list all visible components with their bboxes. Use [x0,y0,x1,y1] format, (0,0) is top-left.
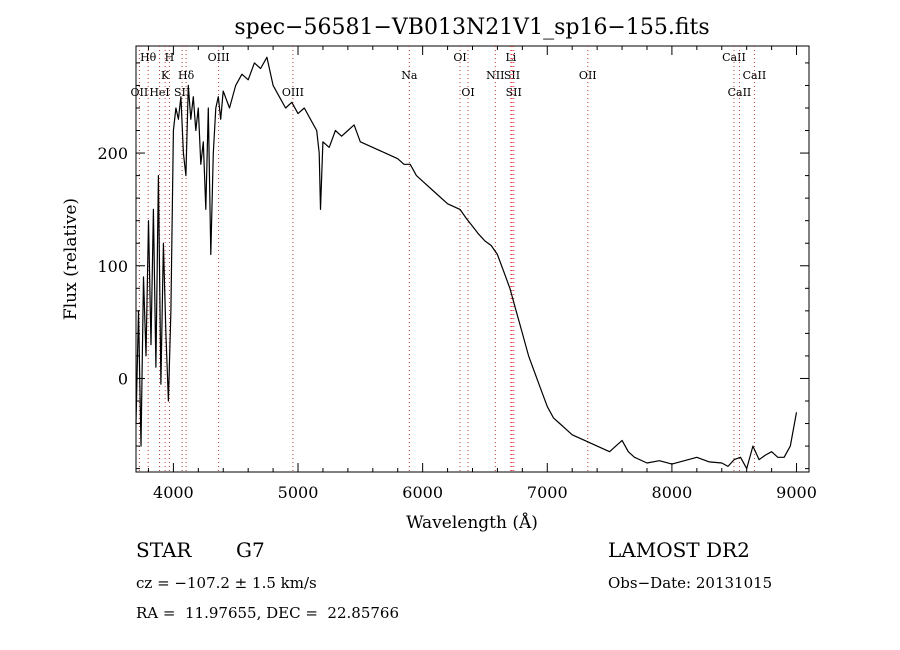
flux-series [135,56,798,470]
x-tick-label: 9000 [776,483,817,502]
line-label: CaII [722,51,746,64]
coordinates: RA = 11.97655, DEC = 22.85766 [136,604,400,622]
x-tick-label: 7000 [527,483,568,502]
x-tick-label: 5000 [278,483,319,502]
x-tick-label: 6000 [402,483,443,502]
line-label: OIII [282,86,304,99]
line-label: OII [579,69,597,82]
survey-name: LAMOST DR2 [608,538,750,562]
object-subclass: G7 [236,538,265,562]
flux-line [135,56,798,470]
line-label: OI [453,51,466,64]
line-label: K [161,69,170,82]
line-label: SII [506,86,522,99]
observation-date: Obs−Date: 20131015 [608,574,773,592]
line-label: Hδ [178,69,195,82]
line-label: HeI [149,86,169,99]
line-label: OI [461,86,474,99]
axis-ticks: 4000 5000 6000 7000 8000 9000 0 100 200 [97,46,817,502]
line-label: CaII [743,69,767,82]
line-label: H [165,51,175,64]
object-class: STAR [136,538,192,562]
line-label: Li [505,51,516,64]
chart-title: spec−56581−VB013N21V1_sp16−155.fits [234,15,709,40]
line-label: SII [174,86,190,99]
line-label: Na [401,69,418,82]
line-label: OII [131,86,149,99]
line-label: Hθ [140,51,157,64]
y-tick-label: 100 [97,257,128,276]
x-tick-label: 8000 [652,483,693,502]
line-label: CaII [728,86,752,99]
y-tick-label: 200 [97,144,128,163]
y-axis-label: Flux (relative) [61,198,81,320]
x-tick-label: 4000 [153,483,194,502]
line-label: SII [504,69,520,82]
x-axis-label: Wavelength (Å) [406,512,538,533]
line-label: NII [486,69,504,82]
line-label: OIII [208,51,230,64]
y-tick-label: 0 [118,369,128,388]
plot-frame [135,45,810,473]
redshift-readout: cz = −107.2 ± 1.5 km/s [136,574,317,592]
